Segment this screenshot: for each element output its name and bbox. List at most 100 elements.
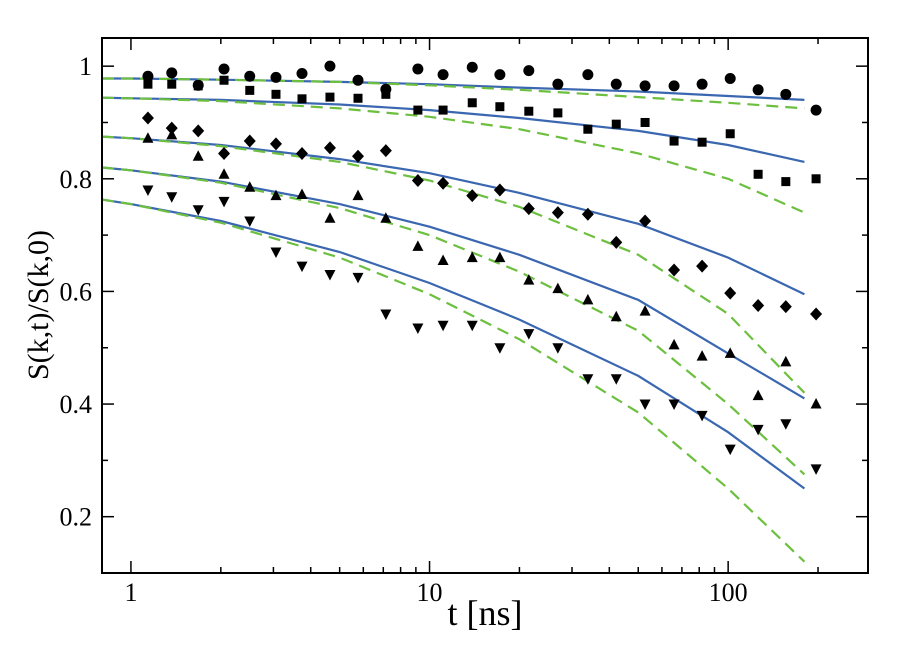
y-tick-label: 0.4 [60, 390, 93, 419]
data-point [552, 343, 564, 354]
data-point [218, 196, 230, 208]
data-point [752, 389, 764, 401]
y-tick-label: 1 [79, 52, 92, 81]
fit-line [101, 198, 806, 490]
data-point [724, 347, 736, 358]
data-point [167, 79, 177, 89]
data-point [467, 98, 477, 108]
data-point [752, 84, 764, 96]
data-point [352, 272, 364, 284]
data-point [551, 206, 564, 220]
fit-line [101, 135, 805, 296]
data-point [494, 251, 506, 263]
data-point [639, 305, 651, 316]
data-point [697, 137, 707, 147]
data-point [165, 121, 178, 135]
fit-line [101, 96, 805, 163]
data-point [218, 146, 231, 160]
data-point [696, 78, 708, 90]
data-point [245, 85, 255, 95]
data-point [639, 399, 651, 411]
data-point [724, 286, 737, 300]
data-point [166, 67, 178, 79]
data-point [437, 176, 450, 190]
data-point [810, 398, 822, 409]
data-point [296, 188, 308, 200]
data-point [380, 309, 392, 320]
data-point [296, 146, 309, 160]
data-point [269, 137, 282, 151]
data-point [352, 149, 365, 163]
data-point [669, 136, 679, 146]
x-tick-label: 1 [124, 578, 137, 607]
data-point [523, 274, 535, 285]
data-point [810, 307, 823, 321]
data-point [243, 134, 256, 148]
data-point [640, 117, 650, 127]
data-point [218, 168, 230, 179]
fit-line [101, 198, 806, 563]
data-point [352, 189, 364, 201]
data-point [353, 93, 363, 103]
data-point [270, 247, 282, 258]
data-point [324, 212, 336, 223]
data-point [696, 259, 709, 273]
data-point [193, 81, 203, 91]
data-point [270, 189, 282, 201]
data-point [142, 185, 154, 197]
data-point [494, 343, 506, 354]
data-point [493, 183, 506, 197]
data-point [780, 355, 792, 367]
data-point [412, 63, 424, 75]
data-point [141, 111, 154, 125]
data-point [466, 189, 479, 203]
data-point [724, 444, 736, 456]
data-point [610, 310, 622, 322]
data-point [668, 399, 680, 411]
data-point [752, 299, 765, 312]
data-point [244, 216, 256, 228]
data-point [352, 74, 364, 86]
data-point [244, 181, 256, 192]
data-point [142, 132, 154, 143]
data-point [696, 410, 708, 422]
data-point [437, 320, 449, 332]
data-point [466, 320, 478, 332]
data-point [582, 293, 594, 305]
data-point [438, 105, 448, 115]
data-point [466, 251, 478, 263]
data-point [552, 282, 564, 294]
data-point [668, 263, 681, 277]
x-tick-label: 100 [709, 578, 748, 607]
data-point [610, 78, 622, 90]
data-point [581, 207, 594, 221]
data-point [411, 173, 424, 187]
data-point [297, 94, 307, 104]
data-point [296, 67, 308, 79]
data-point [192, 205, 204, 216]
data-point [610, 374, 622, 385]
data-point [724, 73, 736, 85]
y-tick-label: 0.6 [60, 277, 93, 306]
data-point [668, 338, 680, 350]
data-point [639, 214, 652, 228]
data-point [494, 69, 506, 81]
data-point [696, 350, 708, 361]
y-axis-label: S(k,t)/S(k,0) [22, 230, 55, 380]
data-point [437, 254, 449, 265]
fit-line [101, 166, 805, 400]
data-point [780, 88, 792, 100]
data-point [582, 69, 594, 81]
data-point [412, 240, 424, 251]
fit-line [101, 96, 805, 214]
data-point [524, 106, 534, 116]
data-point [323, 141, 336, 155]
data-point [166, 128, 178, 140]
data-point [753, 169, 763, 179]
data-point [325, 92, 335, 102]
data-point [218, 63, 230, 75]
data-point [296, 261, 308, 273]
data-point [781, 177, 791, 187]
x-axis-label: t [ns] [448, 593, 523, 633]
